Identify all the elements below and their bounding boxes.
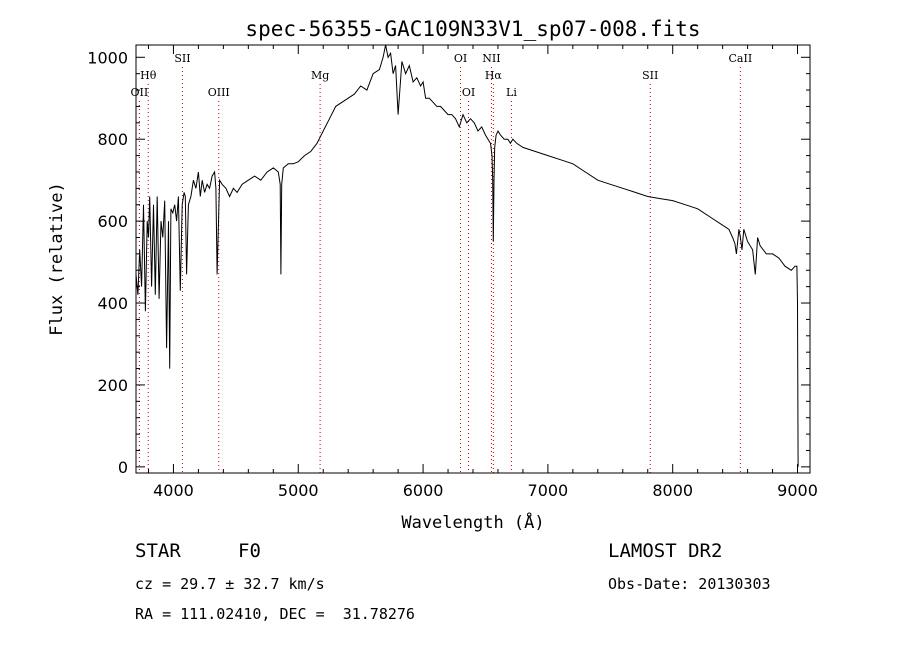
object-subclass: F0 [238, 540, 261, 562]
line-label-Hα: Hα [485, 69, 503, 82]
line-label-CaII: CaII [729, 52, 753, 65]
spectrum-line [135, 44, 799, 467]
x-tick-label: 7000 [528, 481, 569, 500]
x-tick-label: 5000 [278, 481, 319, 500]
y-axis-label: Flux (relative) [47, 182, 67, 336]
line-label-NII: NII [482, 52, 500, 65]
obs-date-text: Obs-Date: 20130303 [608, 575, 771, 593]
x-axis-label: Wavelength (Å) [401, 511, 544, 533]
survey-label: LAMOST DR2 [608, 540, 723, 562]
line-label-Li: Li [506, 86, 517, 99]
y-tick-label: 600 [97, 212, 128, 231]
line-label-SII: SII [174, 52, 190, 65]
y-tick-label: 0 [118, 458, 128, 477]
line-label-Hθ: Hθ [140, 69, 157, 82]
x-tick-label: 9000 [777, 481, 818, 500]
y-tick-label: 400 [97, 294, 128, 313]
line-label-Mg: Mg [311, 69, 329, 82]
radec-text: RA = 111.02410, DEC = 31.78276 [135, 605, 415, 623]
line-label-OIII: OIII [208, 86, 230, 99]
y-tick-label: 800 [97, 130, 128, 149]
plot-frame [135, 44, 811, 474]
line-label-OI: OI [454, 52, 467, 65]
x-tick-label: 4000 [153, 481, 194, 500]
line-label-SII: SII [642, 69, 658, 82]
chart-title: spec-56355-GAC109N33V1_sp07-008.fits [245, 17, 700, 41]
object-class: STAR [135, 540, 181, 562]
x-tick-label: 6000 [403, 481, 444, 500]
line-label-OII: OII [131, 86, 149, 99]
y-tick-label: 1000 [87, 48, 128, 67]
line-label-OI: OI [462, 86, 475, 99]
redshift-text: cz = 29.7 ± 32.7 km/s [135, 575, 325, 593]
y-tick-label: 200 [97, 376, 128, 395]
x-tick-label: 8000 [652, 481, 693, 500]
